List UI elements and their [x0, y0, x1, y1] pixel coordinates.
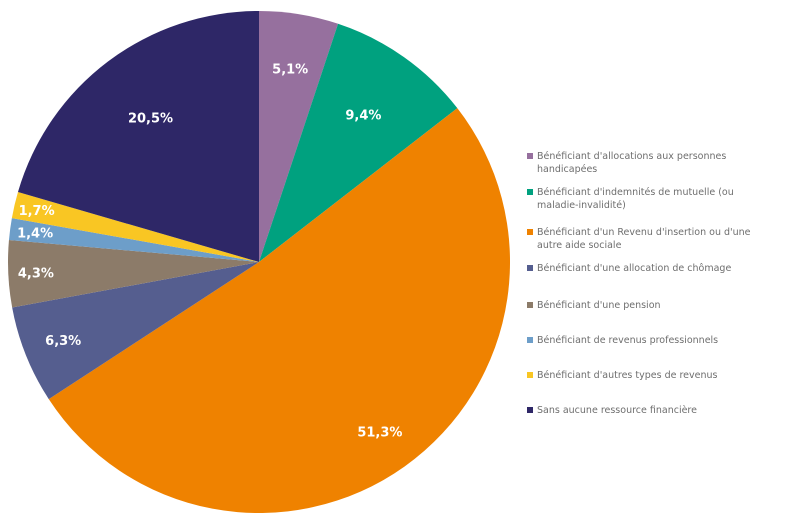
slice-label-autres-revenus: 1,7%	[19, 204, 55, 219]
pie-slice-autres-revenus	[11, 191, 260, 262]
legend-label: Bénéficiant d'indemnités de mutuelle (ou…	[537, 187, 734, 211]
legend-swatch-icon	[527, 337, 533, 343]
pie-slice-handicap	[259, 11, 339, 262]
slice-label-handicap: 5,1%	[272, 63, 308, 78]
slice-label-sans-ressource: 20,5%	[128, 112, 173, 127]
pie-slice-mutuelle	[259, 23, 458, 263]
legend-swatch-icon	[527, 189, 533, 195]
legend-swatch-icon	[527, 372, 533, 378]
legend-label: Bénéficiant de revenus professionnels	[537, 335, 719, 346]
legend-item-sans-ressource: Sans aucune ressource financière	[527, 404, 777, 417]
pie-slice-pension	[8, 239, 259, 308]
pie-slice-revenus-professionnels	[8, 218, 259, 262]
legend-item-pension: Bénéficiant d'une pension	[527, 299, 777, 312]
legend-item-autres-revenus: Bénéficiant d'autres types de revenus	[527, 369, 777, 382]
chart-legend: Bénéficiant d'allocations aux personnes …	[527, 150, 777, 417]
slice-label-chomage: 6,3%	[45, 334, 81, 349]
legend-swatch-icon	[527, 407, 533, 413]
legend-swatch-icon	[527, 302, 533, 308]
pie-slice-sans-ressource	[17, 11, 259, 262]
slice-label-mutuelle: 9,4%	[345, 109, 381, 124]
legend-item-handicap: Bénéficiant d'allocations aux personnes …	[527, 150, 777, 176]
legend-item-mutuelle: Bénéficiant d'indemnités de mutuelle (ou…	[527, 186, 777, 212]
slice-label-pension: 4,3%	[18, 267, 54, 282]
legend-label: Bénéficiant d'un Revenu d'insertion ou d…	[537, 227, 751, 251]
slice-label-revenu-insertion: 51,3%	[357, 426, 402, 441]
legend-label: Bénéficiant d'une pension	[537, 300, 661, 311]
legend-swatch-icon	[527, 229, 533, 235]
slice-label-revenus-professionnels: 1,4%	[17, 226, 53, 241]
pie-slice-chomage	[12, 262, 259, 400]
legend-label: Bénéficiant d'autres types de revenus	[537, 370, 718, 381]
pie-slice-revenu-insertion	[48, 108, 511, 514]
legend-label: Sans aucune ressource financière	[537, 405, 697, 416]
pie-slice-labels: 5,1% 9,4% 51,3% 6,3% 4,3% 1,4% 1,7% 20,5%	[17, 63, 402, 441]
legend-item-revenu-insertion: Bénéficiant d'un Revenu d'insertion ou d…	[527, 226, 777, 252]
legend-label: Bénéficiant d'allocations aux personnes …	[537, 151, 727, 175]
legend-swatch-icon	[527, 265, 533, 271]
legend-label: Bénéficiant d'une allocation de chômage	[537, 263, 732, 274]
legend-item-revenus-professionnels: Bénéficiant de revenus professionnels	[527, 334, 777, 347]
legend-item-chomage: Bénéficiant d'une allocation de chômage	[527, 262, 777, 275]
pie-slices	[8, 11, 511, 514]
legend-swatch-icon	[527, 153, 533, 159]
